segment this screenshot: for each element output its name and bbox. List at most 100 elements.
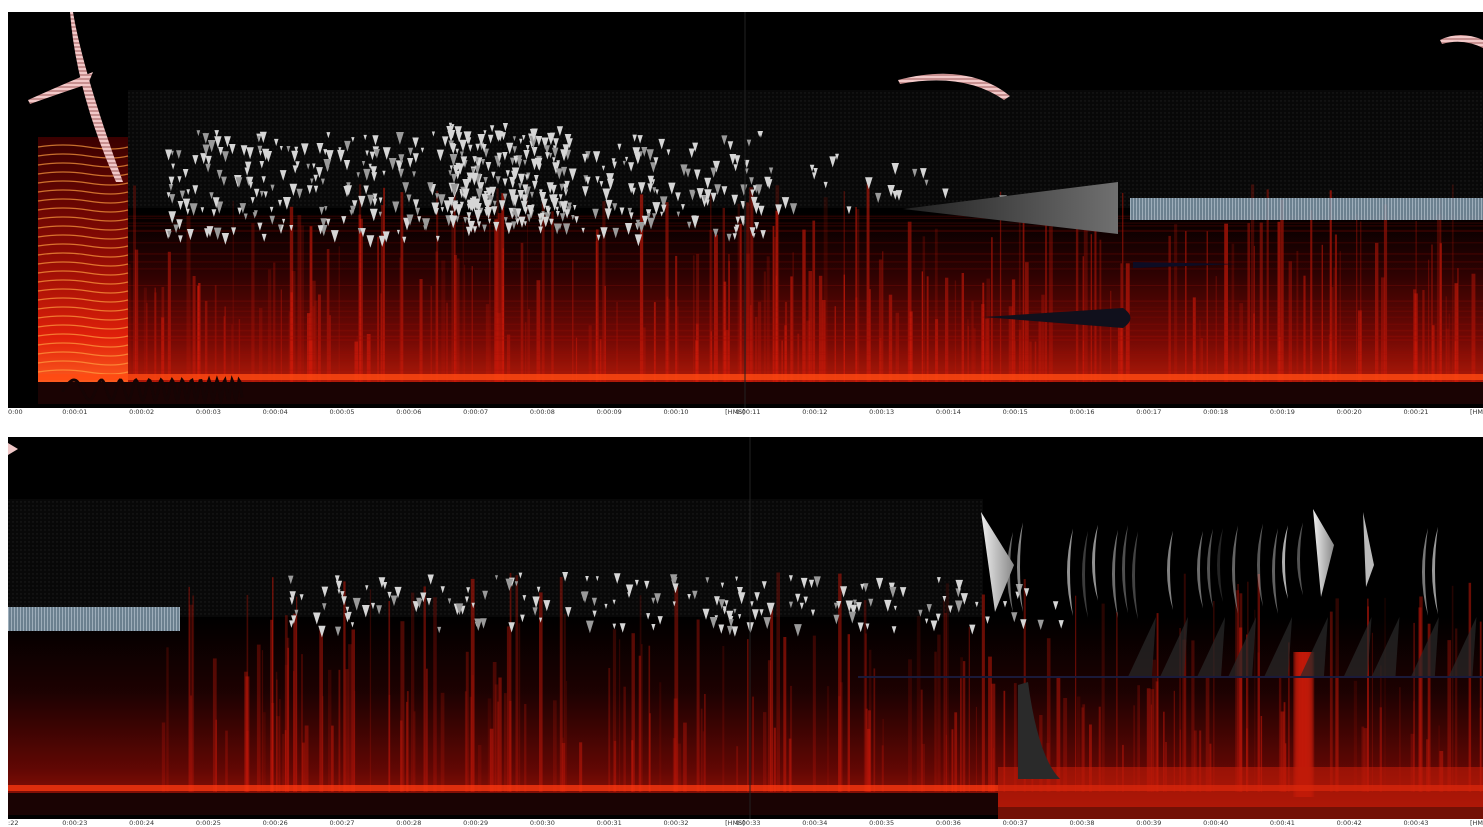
spectrum-streak <box>1413 289 1417 382</box>
particle-glyph <box>750 196 758 208</box>
particle-glyph <box>240 145 248 156</box>
time-ruler-bottom[interactable]: :22 0:00:23 0:00:24 0:00:25 0:00:26 0:00:27 0:… <box>8 819 1483 827</box>
ribbon-line <box>104 607 105 631</box>
particle-glyph <box>416 597 422 607</box>
spectrum-streak <box>441 260 446 382</box>
time-tick-label: 0:00:35 <box>869 819 895 827</box>
particle-glyph <box>420 592 427 603</box>
particle-glyph <box>734 155 741 166</box>
particle-glyph <box>402 182 410 194</box>
ribbon-line <box>86 607 87 631</box>
particle-glyph <box>170 150 174 156</box>
particle-glyph <box>325 165 330 172</box>
particle-glyph <box>467 220 475 233</box>
spectrum-streak <box>1133 705 1135 792</box>
spectrum-streak <box>667 298 671 382</box>
spectrum-streak <box>1454 283 1458 382</box>
particle-glyph <box>483 199 492 212</box>
particle-glyph <box>846 206 852 215</box>
ribbon-line <box>1178 198 1179 220</box>
particle-glyph <box>340 591 345 598</box>
particle-glyph <box>727 625 733 636</box>
particle-glyph <box>735 216 741 225</box>
spectrum-streak <box>602 201 606 382</box>
spectrum-streak <box>739 223 742 382</box>
particle-glyph <box>435 193 439 200</box>
particle-glyph <box>810 609 816 617</box>
particle-glyph <box>612 599 616 605</box>
spectrum-streak <box>1422 290 1425 382</box>
spectrum-streak <box>343 581 346 792</box>
particle-glyph <box>459 139 467 152</box>
particle-glyph <box>513 155 519 164</box>
spectrum-streak <box>477 744 482 792</box>
spectrum-streak <box>1121 316 1123 382</box>
spectrogram-panel-bottom[interactable] <box>8 437 1483 819</box>
particle-glyph <box>451 173 457 184</box>
particle-glyph <box>567 202 572 210</box>
ribbon-line <box>1424 198 1425 220</box>
particle-glyph <box>178 235 183 243</box>
particle-glyph <box>646 213 651 220</box>
spectrum-streak <box>551 211 554 382</box>
particle-glyph <box>809 164 815 172</box>
particle-glyph <box>637 135 643 144</box>
spectrogram-panel-top[interactable] <box>8 12 1483 408</box>
spectrum-streak <box>309 226 313 382</box>
particle-glyph <box>593 151 601 163</box>
spectrum-streak <box>806 320 810 382</box>
spectrum-streak <box>1206 231 1208 382</box>
particle-glyph <box>518 572 523 579</box>
spectrum-streak <box>921 743 925 792</box>
spectrum-streak <box>1247 223 1250 382</box>
particle-glyph <box>179 190 186 200</box>
particle-glyph <box>482 590 488 601</box>
time-ruler-top[interactable]: 0:00 0:00:01 0:00:02 0:00:03 0:00:04 0:00:05 0… <box>8 408 1483 417</box>
ribbon-line <box>1364 198 1365 220</box>
particle-glyph <box>506 142 514 155</box>
particle-glyph <box>470 172 479 186</box>
particle-glyph <box>448 197 455 207</box>
spectrum-streak <box>1310 210 1313 382</box>
spectrum-streak <box>338 246 340 382</box>
particle-glyph <box>668 182 676 195</box>
spectrum-streak <box>641 644 643 792</box>
spectrum-streak <box>618 639 621 792</box>
particle-glyph <box>482 224 487 233</box>
particle-glyph <box>852 599 857 606</box>
ribbon-line <box>80 607 81 631</box>
spectrum-streak <box>1192 297 1196 382</box>
spectrum-streak <box>1339 251 1341 382</box>
ribbon-line <box>77 607 78 631</box>
particle-glyph <box>246 147 254 160</box>
ribbon-line <box>1376 198 1377 220</box>
spectrum-streak <box>270 619 273 792</box>
spectrum-hline <box>128 268 1483 270</box>
particle-glyph <box>282 218 286 224</box>
particle-glyph <box>647 183 654 193</box>
particle-glyph <box>279 146 283 151</box>
ribbon-line <box>1349 198 1350 220</box>
particle-glyph <box>363 134 367 141</box>
ribbon-line <box>122 607 123 631</box>
spectrum-streak <box>1089 724 1092 792</box>
shadow-triangle <box>1264 617 1293 677</box>
particle-glyph <box>448 170 452 176</box>
particle-glyph <box>525 145 530 152</box>
spectrum-streak <box>1334 234 1337 382</box>
time-tick-label: [HMS] <box>1470 819 1483 827</box>
spectrum-streak <box>561 743 566 792</box>
ribbon-line <box>1412 198 1413 220</box>
spectrum-streak <box>773 727 776 792</box>
particle-glyph <box>525 174 529 181</box>
spectrum-streak <box>380 205 384 382</box>
particle-glyph <box>337 149 345 163</box>
particle-glyph <box>722 608 727 615</box>
spectrum-streak <box>1182 639 1187 792</box>
spectrum-streak <box>453 190 456 382</box>
particle-glyph <box>248 181 253 189</box>
spectrum-streak <box>451 200 454 382</box>
ribbon-line <box>1355 198 1356 220</box>
spectrum-streak <box>1331 286 1334 382</box>
spectrum-streak <box>312 280 316 382</box>
